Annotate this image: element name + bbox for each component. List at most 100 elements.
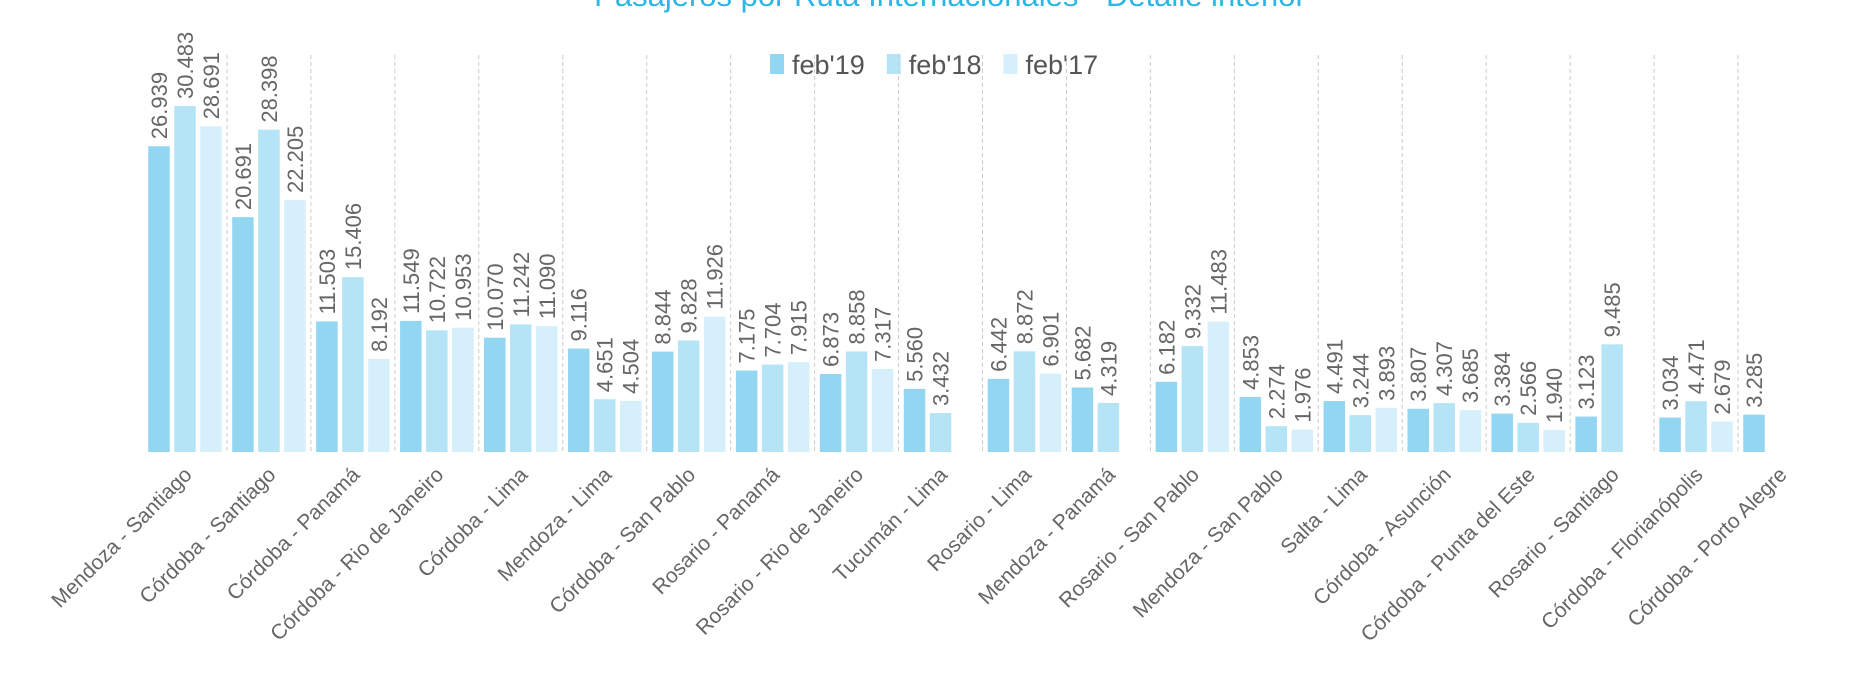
bar [258,129,280,452]
bar [1711,421,1733,452]
bar [200,126,222,452]
bar [903,388,926,452]
value-label: 4.471 [1684,339,1709,394]
value-label: 10.070 [483,263,508,330]
value-label: 9.485 [1600,282,1625,337]
bar [426,330,448,452]
bar [1013,351,1036,452]
value-label: 4.307 [1432,341,1457,396]
value-label: 4.491 [1322,339,1347,394]
bar [1375,407,1398,452]
value-label: 2.274 [1264,364,1289,419]
bar [1155,381,1178,452]
bar [1575,416,1597,452]
value-label: 15.406 [341,203,366,270]
value-label: 26.939 [147,72,172,139]
bar [1459,410,1481,452]
value-label: 8.858 [845,289,870,344]
x-tick-label: Rosario - San Pablo [1055,463,1204,612]
value-label: 1.976 [1290,368,1315,423]
bar [1407,408,1429,452]
value-label: 3.384 [1490,352,1515,407]
value-label: 7.704 [761,302,786,357]
value-label: 20.691 [231,143,256,210]
value-label: 4.853 [1238,335,1263,390]
x-tick-label: Rosario - Rio de Janeiro [692,463,868,639]
bar [567,348,590,452]
value-label: 7.317 [871,307,896,362]
bar [368,359,390,452]
legend-swatch [886,54,901,74]
bar [593,399,616,452]
value-label: 10.953 [451,253,476,320]
value-label: 4.504 [619,339,644,394]
bar [1743,414,1765,452]
legend-swatch [1003,54,1018,74]
value-label: 9.828 [677,278,702,333]
bar [536,326,558,452]
value-label: 5.682 [1070,325,1095,380]
value-label: 6.873 [819,312,844,367]
bar [1543,429,1565,452]
bar [232,217,254,452]
bar [619,400,642,452]
bar [703,316,726,452]
bar [735,370,758,452]
value-label: 2.566 [1516,361,1541,416]
bar [1517,422,1539,452]
value-label: 11.090 [535,253,560,319]
value-label: 4.651 [593,337,618,392]
value-label: 5.560 [903,327,928,382]
bar [787,362,810,452]
bar [1433,403,1455,452]
value-label: 9.332 [1180,284,1205,339]
bar [651,351,674,452]
bar [510,324,532,452]
bar [1097,402,1120,452]
value-label: 3.285 [1742,353,1767,408]
value-label: 28.691 [199,52,224,119]
value-label: 11.483 [1206,249,1231,315]
legend-label: feb'19 [792,50,865,80]
legend-swatch [770,54,784,74]
bar [484,337,506,452]
value-label: 6.182 [1154,320,1179,375]
value-label: 3.123 [1574,354,1599,409]
bar [987,378,1010,452]
bar [400,320,422,452]
bar [452,327,474,452]
bar [148,146,170,452]
bar [1659,417,1681,452]
legend-label: feb'17 [1025,50,1098,80]
value-label: 3.034 [1658,355,1683,410]
value-label: 3.685 [1458,348,1483,403]
x-tick-label: Córdoba - Asunción [1309,463,1456,610]
bar [1291,429,1314,452]
bar [1181,346,1204,452]
bar [871,368,894,452]
bar [1265,426,1288,452]
chart-title: Pasajeros por Ruta Internacionales - Det… [594,0,1306,13]
bar [174,106,196,452]
x-tick-label: Córdoba - Florianópolis [1537,463,1708,634]
value-label: 3.244 [1348,353,1373,408]
x-tick-label: Mendoza - Santiago [47,463,196,612]
value-label: 1.940 [1542,368,1567,423]
value-label: 2.679 [1710,360,1735,415]
value-label: 11.926 [703,244,728,310]
value-label: 6.442 [986,317,1011,372]
value-label: 11.549 [399,248,424,314]
value-label: 22.205 [283,126,308,193]
legend-label: feb'18 [909,50,982,80]
value-label: 8.844 [651,290,676,345]
bar [819,373,842,452]
bar [929,413,952,452]
x-tick-label: Córdoba - Rio de Janeiro [266,463,448,645]
value-label: 9.116 [567,288,592,341]
value-label: 7.915 [787,300,812,355]
value-label: 8.872 [1012,289,1037,344]
value-label: 4.319 [1096,341,1121,396]
value-label: 3.893 [1374,346,1399,401]
